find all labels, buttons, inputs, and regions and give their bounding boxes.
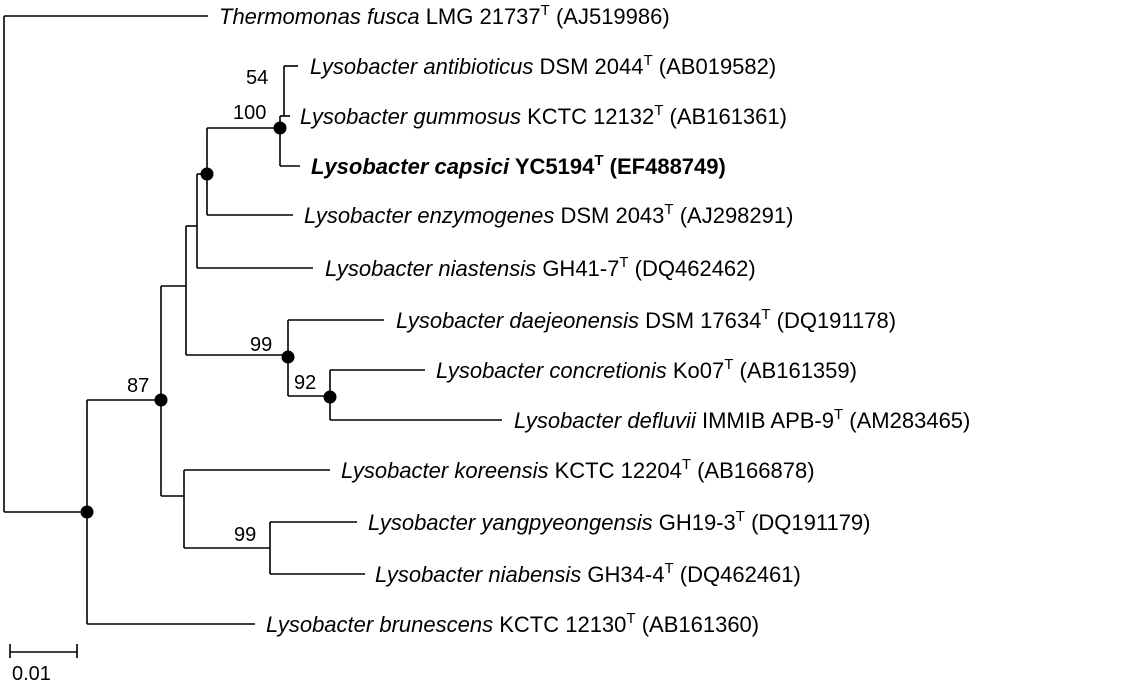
node-100 <box>273 121 287 135</box>
type-strain-superscript: T <box>736 508 745 525</box>
type-strain-superscript: T <box>664 201 673 218</box>
taxon-strain: KCTC 12204 <box>555 458 682 483</box>
taxon-genus: Lysobacter <box>310 54 419 79</box>
taxon-strain: IMMIB APB-9 <box>702 408 834 433</box>
taxon-label: Lysobacter yangpyeongensis GH19-3T (DQ19… <box>368 508 871 535</box>
taxon-genus: Lysobacter <box>368 510 477 535</box>
taxon-accession: (DQ462462) <box>635 256 756 281</box>
bootstrap-label: 99 <box>250 334 272 356</box>
taxon-genus: Lysobacter <box>341 458 450 483</box>
type-strain-superscript: T <box>654 102 663 119</box>
taxon-accession: (AJ519986) <box>556 4 670 29</box>
taxon-accession: (AB161359) <box>740 358 857 383</box>
taxon-accession: (AJ298291) <box>680 203 794 228</box>
bootstrap-label: 87 <box>127 375 149 397</box>
taxon-accession: (AM283465) <box>849 408 970 433</box>
type-strain-superscript: T <box>541 2 550 19</box>
taxon-genus: Lysobacter <box>396 308 505 333</box>
taxon-accession: (DQ191178) <box>777 308 896 333</box>
taxon-genus: Lysobacter <box>266 612 375 637</box>
taxon-strain: DSM 2044 <box>540 54 644 79</box>
taxon-epithet: niastensis <box>438 256 536 281</box>
taxon-label: Lysobacter koreensis KCTC 12204T (AB1668… <box>341 456 815 483</box>
node-main-87 <box>154 393 168 407</box>
taxon-accession: (AB161360) <box>642 612 759 637</box>
taxon-genus: Lysobacter <box>514 408 623 433</box>
taxon-epithet: fusca <box>367 4 420 29</box>
type-strain-superscript: T <box>724 356 733 373</box>
taxon-epithet: daejeonensis <box>509 308 639 333</box>
taxon-epithet: yangpyeongensis <box>479 510 652 535</box>
taxon-genus: Lysobacter <box>300 104 409 129</box>
scale-bar: 0.01 <box>9 644 78 685</box>
taxon-strain: KCTC 12130 <box>499 612 626 637</box>
taxon-labels: Thermomonas fusca LMG 21737T (AJ519986) … <box>219 2 970 637</box>
node-92 <box>323 390 337 404</box>
bootstrap-label: 92 <box>294 372 316 394</box>
taxon-strain: DSM 2043 <box>560 203 664 228</box>
taxon-genus: Lysobacter <box>375 562 484 587</box>
type-strain-superscript: T <box>644 52 653 69</box>
taxon-genus: Thermomonas <box>219 4 361 29</box>
taxon-genus: Lysobacter <box>436 358 545 383</box>
taxon-epithet: concretionis <box>549 358 666 383</box>
taxon-genus: Lysobacter <box>311 154 430 179</box>
taxon-strain: Ko07 <box>673 358 724 383</box>
bootstrap-values: 54 100 99 92 87 99 <box>127 67 316 546</box>
type-strain-superscript: T <box>594 152 603 169</box>
node-enzy-group <box>200 167 214 181</box>
type-strain-superscript: T <box>761 306 770 323</box>
taxon-epithet: niabensis <box>488 562 581 587</box>
taxon-accession: (AB166878) <box>697 458 814 483</box>
taxon-strain: LMG 21737 <box>426 4 541 29</box>
taxon-accession: (AB019582) <box>659 54 776 79</box>
taxon-epithet: enzymogenes <box>417 203 554 228</box>
taxon-strain: GH34-4 <box>587 562 664 587</box>
taxon-label: Lysobacter defluvii IMMIB APB-9T (AM2834… <box>514 406 970 433</box>
taxon-label: Lysobacter niabensis GH34-4T (DQ462461) <box>375 560 801 587</box>
taxon-accession: (DQ462461) <box>680 562 801 587</box>
bootstrap-label: 100 <box>233 102 266 124</box>
node-ingroup <box>80 505 94 519</box>
type-strain-superscript: T <box>664 560 673 577</box>
taxon-accession: (AB161361) <box>670 104 787 129</box>
taxon-epithet: brunescens <box>379 612 493 637</box>
taxon-label: Lysobacter niastensis GH41-7T (DQ462462) <box>325 254 756 281</box>
taxon-genus: Lysobacter <box>325 256 434 281</box>
taxon-label: Lysobacter gummosus KCTC 12132T (AB16136… <box>300 102 787 129</box>
scale-bar-line <box>9 644 78 658</box>
bootstrap-label: 54 <box>246 67 268 89</box>
scale-bar-label: 0.01 <box>12 663 51 685</box>
taxon-epithet: antibioticus <box>423 54 533 79</box>
taxon-strain: GH41-7 <box>542 256 619 281</box>
taxon-epithet: defluvii <box>627 408 697 433</box>
taxon-strain: GH19-3 <box>659 510 736 535</box>
node-markers <box>80 121 337 519</box>
bootstrap-label: 99 <box>234 524 256 546</box>
taxon-accession: (EF488749) <box>610 154 726 179</box>
taxon-strain: YC5194 <box>515 154 595 179</box>
taxon-genus: Lysobacter <box>304 203 413 228</box>
taxon-epithet: gummosus <box>413 104 521 129</box>
type-strain-superscript: T <box>619 254 628 271</box>
taxon-strain: KCTC 12132 <box>527 104 654 129</box>
taxon-accession: (DQ191179) <box>751 510 870 535</box>
taxon-strain: DSM 17634 <box>645 308 761 333</box>
type-strain-superscript: T <box>682 456 691 473</box>
type-strain-superscript: T <box>626 610 635 627</box>
taxon-label: Lysobacter antibioticus DSM 2044T (AB019… <box>310 52 776 79</box>
taxon-label: Lysobacter concretionis Ko07T (AB161359) <box>436 356 857 383</box>
taxon-label: Lysobacter brunescens KCTC 12130T (AB161… <box>266 610 759 637</box>
type-strain-superscript: T <box>834 406 843 423</box>
taxon-epithet: capsici <box>435 154 510 179</box>
taxon-label: Lysobacter enzymogenes DSM 2043T (AJ2982… <box>304 201 793 228</box>
taxon-epithet: koreensis <box>454 458 548 483</box>
node-daej-99 <box>281 350 295 364</box>
taxon-label: Lysobacter capsici YC5194T (EF488749) <box>311 152 726 179</box>
taxon-label: Thermomonas fusca LMG 21737T (AJ519986) <box>219 2 670 29</box>
taxon-label: Lysobacter daejeonensis DSM 17634T (DQ19… <box>396 306 896 333</box>
